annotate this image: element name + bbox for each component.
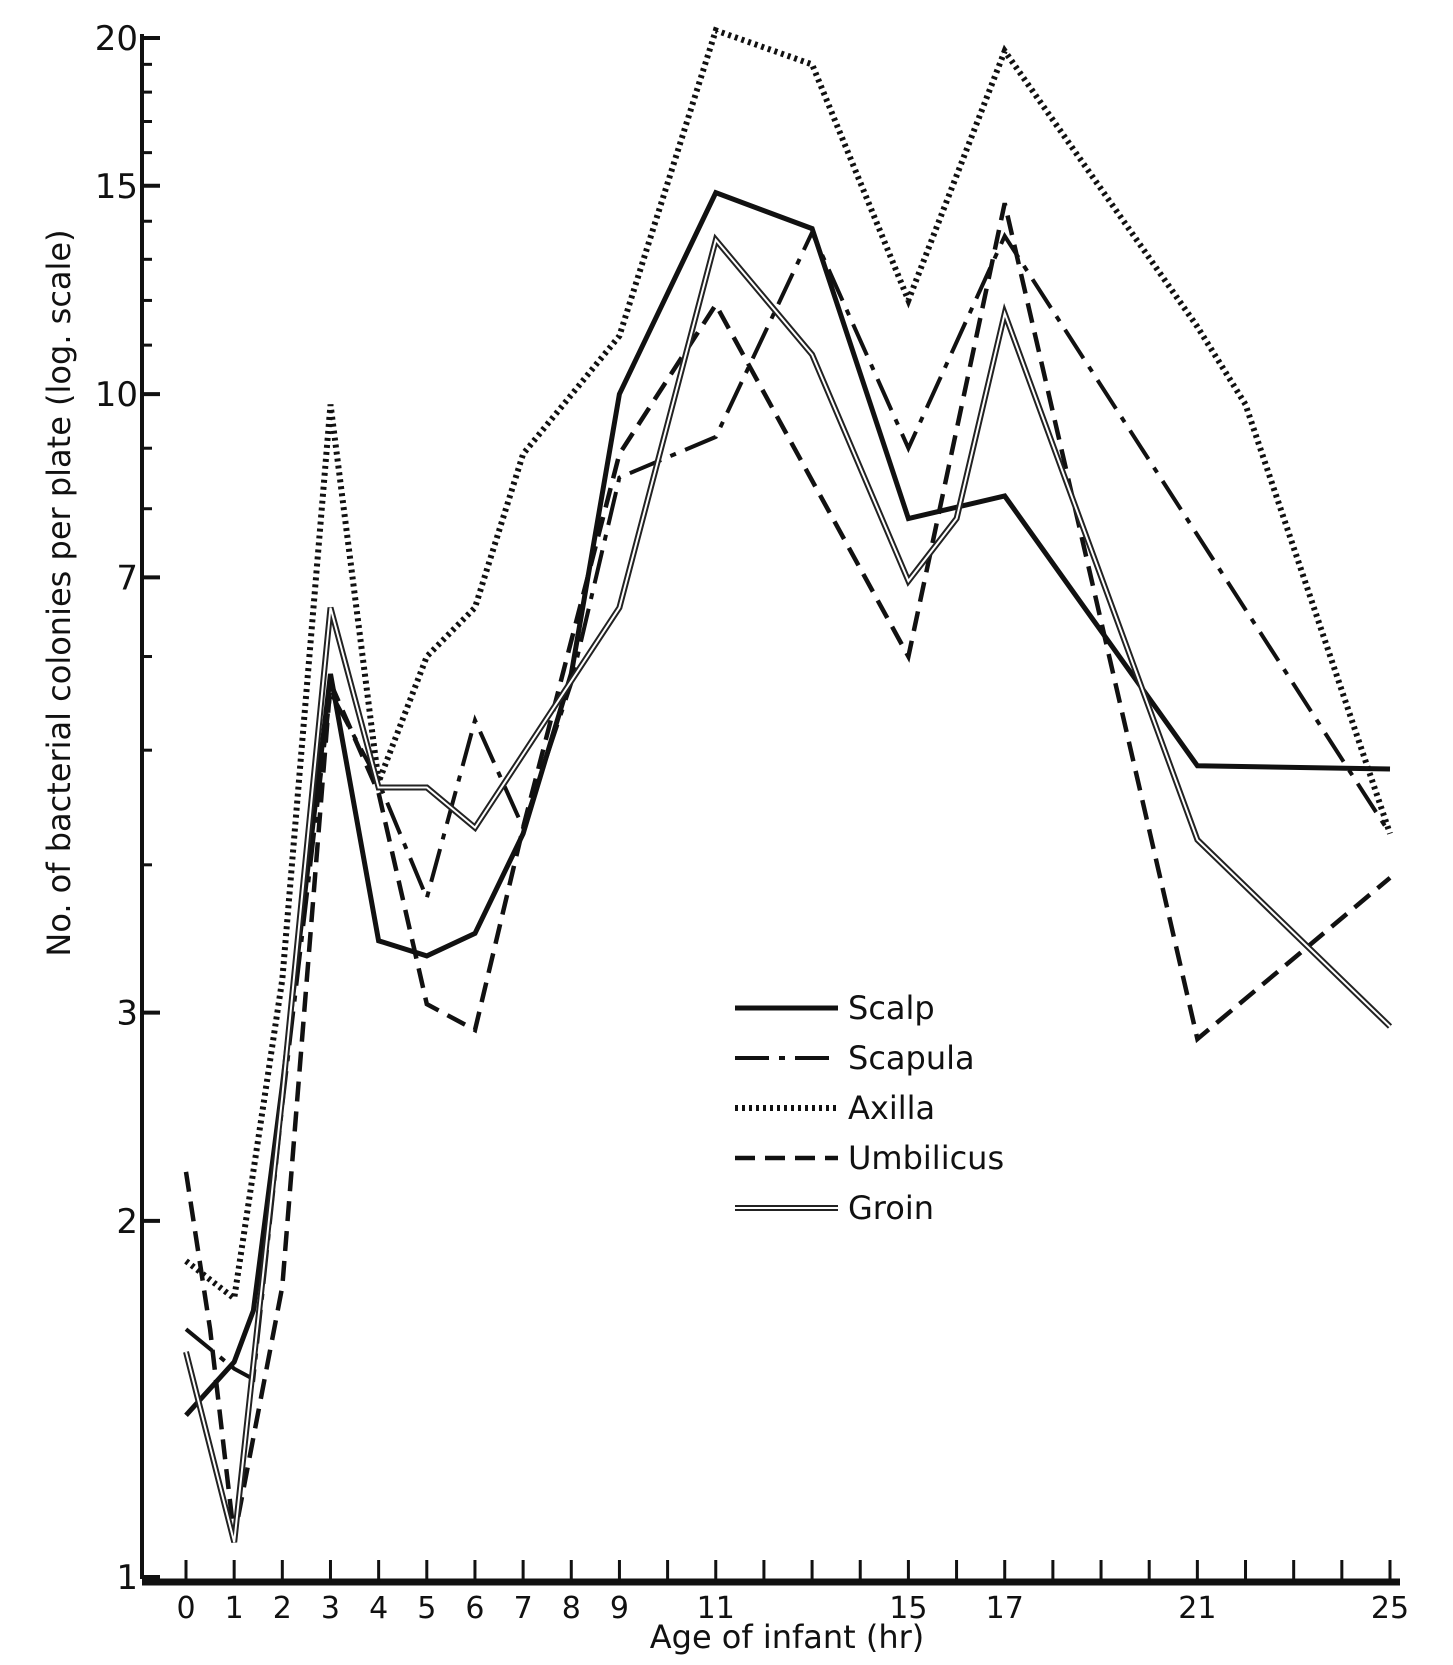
x-tick-label: 8 <box>562 1591 581 1626</box>
legend-label-groin: Groin <box>848 1189 934 1227</box>
legend: Scalp Scapula Axilla Umbilicus Groin <box>735 989 1004 1227</box>
y-tick-label: 20 <box>95 19 138 59</box>
series-line-umbilicus <box>183 202 1392 1538</box>
series-umbilicus <box>183 202 1392 1538</box>
series-line-inner-groin <box>185 237 1391 1543</box>
series-scalp <box>184 189 1391 1417</box>
x-tick-label: 3 <box>321 1591 340 1626</box>
x-tick-label: 25 <box>1371 1591 1409 1626</box>
legend-label-scalp: Scalp <box>848 989 935 1027</box>
x-tick-label: 1 <box>225 1591 244 1626</box>
x-tick-label: 15 <box>889 1591 927 1626</box>
y-axis-title: No. of bacterial colonies per plate (log… <box>40 229 78 956</box>
x-axis-title: Age of infant (hr) <box>650 1618 925 1656</box>
x-tick-label: 0 <box>176 1591 195 1626</box>
x-tick-label: 11 <box>697 1591 735 1626</box>
x-tick-label: 17 <box>986 1591 1024 1626</box>
y-tick-label: 10 <box>95 375 138 415</box>
y-tick-label: 2 <box>116 1202 138 1242</box>
x-tick-label: 6 <box>465 1591 484 1626</box>
y-tick-label: 15 <box>95 167 138 207</box>
y-axis: 1 2 3 7 10 15 20 <box>95 19 160 1598</box>
x-tick-label: 21 <box>1178 1591 1216 1626</box>
x-tick-label: 2 <box>273 1591 292 1626</box>
series-layer <box>183 26 1393 1543</box>
legend-label-umbilicus: Umbilicus <box>848 1139 1004 1177</box>
y-tick-label: 3 <box>116 994 138 1034</box>
series-axilla <box>184 26 1393 1304</box>
legend-item-scalp: Scalp <box>735 989 935 1027</box>
y-tick-label: 1 <box>116 1558 138 1598</box>
legend-label-axilla: Axilla <box>848 1089 935 1127</box>
y-tick-label: 7 <box>116 558 138 598</box>
x-tick-label: 7 <box>514 1591 533 1626</box>
legend-item-umbilicus: Umbilicus <box>735 1139 1004 1177</box>
x-axis: 0 1 2 3 4 5 6 7 8 9 11 15 17 21 25 <box>142 1560 1409 1626</box>
legend-item-axilla: Axilla <box>735 1089 935 1127</box>
legend-item-scapula: Scapula <box>735 1039 975 1077</box>
series-line-groin <box>183 233 1393 1543</box>
x-tick-label: 4 <box>369 1591 388 1626</box>
x-tick-label: 5 <box>417 1591 436 1626</box>
series-scapula <box>184 227 1392 1383</box>
legend-item-groin: Groin <box>735 1189 934 1227</box>
series-groin <box>183 233 1393 1543</box>
series-line-scalp <box>184 189 1391 1417</box>
series-line-axilla <box>184 26 1393 1304</box>
series-line-scapula <box>184 227 1392 1383</box>
x-tick-label: 9 <box>610 1591 629 1626</box>
legend-label-scapula: Scapula <box>848 1039 975 1077</box>
